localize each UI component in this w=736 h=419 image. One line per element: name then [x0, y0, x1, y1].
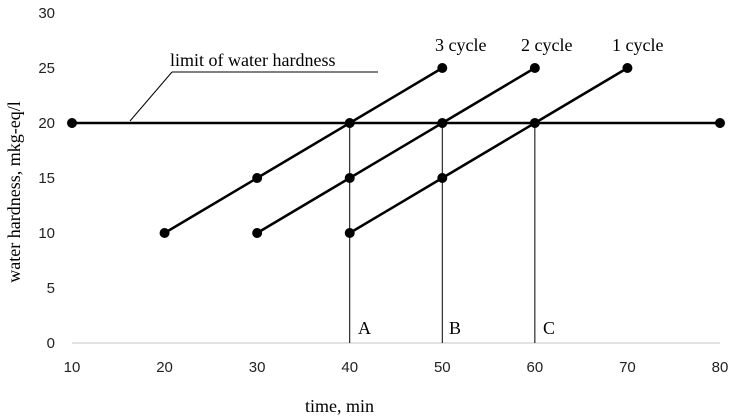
data-point-2-cycle [252, 228, 263, 238]
x-tick-label: 80 [712, 359, 729, 376]
series-label-1-cycle: 1 cycle [612, 35, 663, 55]
limit-point [67, 118, 77, 128]
data-points [67, 63, 725, 238]
data-point-1-cycle [437, 173, 448, 183]
x-axis-label: time, min [305, 396, 374, 416]
data-point-3-cycle [344, 118, 355, 128]
x-tick-label: 60 [527, 359, 544, 376]
x-tick-label: 10 [64, 359, 81, 376]
data-point-3-cycle [252, 173, 263, 183]
data-point-1-cycle [622, 63, 633, 73]
series [72, 66, 720, 235]
marker-lines [349, 123, 536, 343]
data-point-2-cycle [529, 63, 540, 73]
y-tick-label: 15 [38, 170, 55, 187]
y-tick-label: 25 [38, 60, 55, 77]
limit-leader-line [129, 71, 173, 122]
x-tick-label: 30 [249, 359, 266, 376]
y-tick-label: 20 [38, 115, 55, 132]
x-tick-label: 40 [341, 359, 358, 376]
marker-label-c: C [543, 318, 555, 338]
y-tick-label: 5 [47, 280, 55, 297]
marker-label-b: B [449, 318, 461, 338]
data-point-1-cycle [529, 118, 540, 128]
data-point-3-cycle [159, 228, 170, 238]
limit-label: limit of water hardness [170, 50, 335, 70]
data-point-2-cycle [437, 118, 448, 128]
series-label-2-cycle: 2 cycle [521, 35, 572, 55]
series-line-1-cycle [349, 66, 629, 235]
series-label-3-cycle: 3 cycle [435, 35, 486, 55]
x-tick-label: 20 [156, 359, 173, 376]
marker-label-a: A [358, 318, 371, 338]
x-tick-label: 50 [434, 359, 451, 376]
data-point-3-cycle [437, 63, 448, 73]
y-tick-label: 30 [38, 5, 55, 22]
x-tick-label: 70 [619, 359, 636, 376]
series-line-3-cycle [163, 66, 443, 235]
y-tick-label: 0 [47, 335, 55, 352]
y-tick-label: 10 [38, 225, 55, 242]
data-point-1-cycle [344, 228, 355, 238]
tick-labels: 10 20 30 40 50 60 70 80 0 5 10 15 20 25 30 [38, 5, 728, 376]
limit-point [715, 118, 725, 128]
y-axis-label: water hardness, mkg-eq/l [4, 101, 24, 282]
data-point-2-cycle [344, 173, 355, 183]
series-line-2-cycle [256, 66, 536, 235]
